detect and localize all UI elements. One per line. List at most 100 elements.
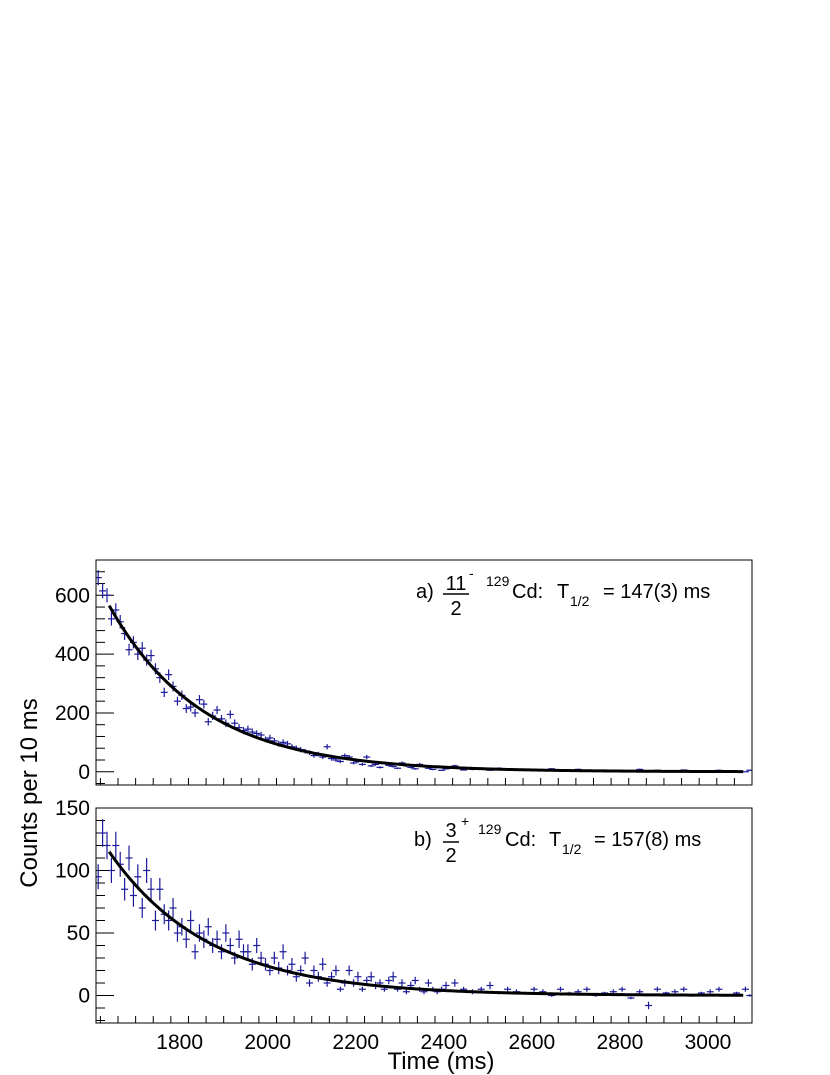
data-point: [191, 708, 199, 718]
panel-a-annotation: a) 11 2 - 129 Cd: T 1/2 = 147(3) ms: [416, 565, 710, 620]
data-point: [204, 717, 212, 726]
data-point: [200, 699, 208, 709]
panel-b-label: b): [414, 829, 432, 851]
data-point: [143, 858, 151, 883]
data-point: [107, 612, 115, 626]
data-point: [451, 979, 459, 987]
data-point: [618, 986, 626, 992]
data-point: [270, 951, 278, 965]
panel-a-frame: [95, 559, 753, 786]
panel-b-annotation: b) 3 2 + 129 Cd: T 1/2 = 157(8) ms: [414, 813, 701, 867]
data-point: [226, 710, 234, 719]
panel-b-y-tick-labels: 0 50 100 150: [55, 797, 90, 1008]
panel-b-element: Cd:: [505, 829, 536, 851]
data-point: [96, 570, 102, 586]
data-point: [121, 878, 129, 901]
data-point: [332, 965, 340, 976]
panel-a-mass-number: 129: [486, 573, 510, 589]
data-point: [231, 719, 239, 728]
data-point: [96, 864, 102, 890]
y-tick-label: 100: [55, 860, 90, 883]
data-point: [182, 930, 190, 948]
panel-a-spin-numerator: 11: [446, 573, 467, 595]
x-tick-label: 2400: [420, 1031, 467, 1054]
data-point: [438, 769, 446, 771]
y-tick-label: 150: [55, 797, 90, 820]
data-point: [741, 986, 749, 992]
panel-a-y-tick-labels: 0 200 400 600: [55, 584, 90, 783]
x-tick-label: 3000: [685, 1031, 732, 1054]
data-point: [385, 976, 393, 985]
x-tick-label: 2000: [244, 1031, 291, 1054]
data-point: [653, 986, 661, 992]
data-point: [398, 979, 406, 987]
panel-a-t-subscript: 1/2: [570, 593, 590, 609]
data-point: [173, 924, 181, 942]
data-point: [151, 910, 159, 931]
data-point: [306, 979, 314, 987]
data-point: [336, 986, 344, 992]
data-point: [107, 858, 115, 883]
data-point: [354, 971, 362, 982]
data-point: [235, 930, 243, 948]
data-point: [671, 989, 679, 995]
data-point: [257, 951, 265, 965]
data-point: [411, 767, 419, 770]
y-tick-label: 50: [67, 922, 90, 945]
panel-b: 0 50 100 150 1800 2000 2200 2400 2600 2800 3000 b…: [55, 797, 753, 1054]
data-point: [358, 986, 366, 992]
data-point: [125, 845, 133, 871]
panel-a: 0 200 400 600 a) 11 2 - 129 Cd: T 1/2 = 147…: [55, 559, 753, 786]
panel-b-t-subscript: 1/2: [562, 841, 582, 857]
data-point: [279, 739, 287, 746]
data-point: [138, 898, 146, 918]
data-point: [363, 976, 371, 985]
data-point: [486, 981, 494, 990]
data-point: [217, 944, 225, 960]
panel-a-parity: -: [469, 565, 474, 581]
data-point: [99, 819, 107, 847]
y-tick-label: 0: [78, 985, 90, 1008]
data-point: [301, 951, 309, 965]
data-point: [627, 996, 635, 1000]
data-point: [556, 986, 564, 992]
panel-b-x-tick-labels: 1800 2000 2200 2400 2600 2800 3000: [156, 1031, 731, 1054]
data-point: [429, 768, 437, 771]
data-point: [134, 864, 142, 890]
data-point: [213, 930, 221, 948]
data-point: [367, 764, 375, 768]
panel-a-label: a): [416, 581, 434, 603]
panel-b-half-life: = 157(8) ms: [594, 829, 701, 851]
data-point: [112, 831, 120, 860]
data-point: [389, 765, 397, 768]
x-tick-label: 2200: [332, 1031, 379, 1054]
y-tick-label: 600: [55, 584, 90, 607]
panel-b-spin-denominator: 2: [445, 845, 456, 867]
data-point: [645, 1001, 653, 1010]
data-point: [583, 986, 591, 992]
y-tick-label: 0: [78, 761, 90, 784]
data-point: [319, 958, 327, 971]
data-point: [288, 958, 296, 971]
data-point: [402, 989, 410, 995]
data-point: [103, 588, 111, 603]
data-point: [156, 878, 164, 901]
data-point: [253, 938, 261, 953]
data-point: [336, 759, 344, 764]
data-point: [125, 643, 133, 656]
panel-b-t-symbol: T: [549, 829, 561, 851]
x-tick-label: 1800: [156, 1031, 203, 1054]
data-point: [147, 649, 155, 662]
data-point: [187, 910, 195, 931]
data-point: [244, 944, 252, 960]
data-point: [191, 944, 199, 960]
data-point: [279, 944, 287, 960]
panel-b-fit-curve: [107, 850, 744, 997]
data-point: [363, 755, 371, 760]
data-point: [345, 965, 353, 976]
data-point: [715, 986, 723, 992]
data-point: [424, 979, 432, 987]
panel-b-frame: [95, 807, 753, 1024]
y-tick-label: 400: [55, 643, 90, 666]
